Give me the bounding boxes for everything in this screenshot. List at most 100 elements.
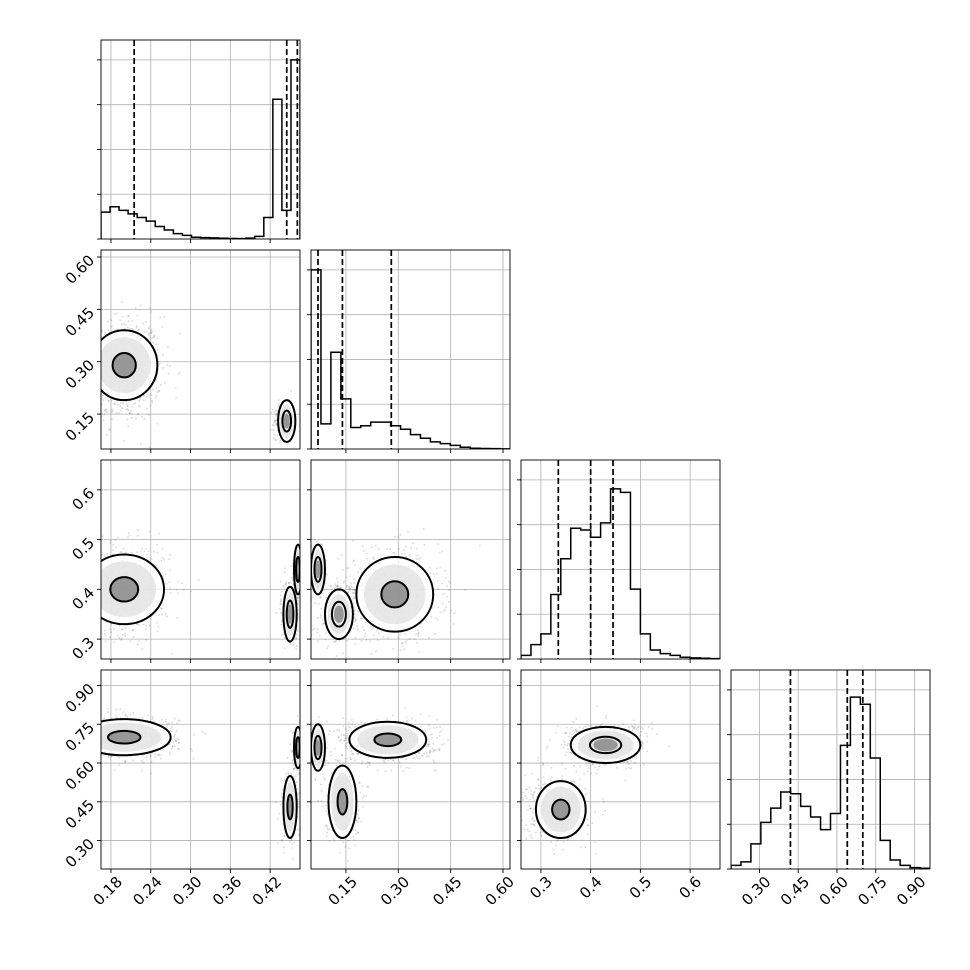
scatter-point <box>113 640 116 643</box>
scatter-point <box>147 714 150 717</box>
scatter-point <box>94 745 96 747</box>
scatter-point <box>290 751 293 754</box>
scatter-point <box>141 769 144 772</box>
scatter-point <box>418 557 421 560</box>
scatter-point <box>114 402 117 405</box>
scatter-point <box>371 627 374 630</box>
scatter-point <box>81 393 83 395</box>
scatter-point <box>67 732 69 734</box>
scatter-point <box>370 625 372 628</box>
scatter-point <box>175 397 178 400</box>
scatter-point <box>96 756 98 758</box>
scatter-point <box>109 541 112 544</box>
scatter-point <box>121 301 123 304</box>
scatter-point <box>99 385 101 387</box>
scatter-point <box>90 571 92 573</box>
y-tick-label: 0.5 <box>68 534 98 564</box>
scatter-point <box>447 738 450 741</box>
scatter-point <box>408 554 411 557</box>
scatter-point <box>129 713 132 716</box>
scatter-point <box>400 632 403 635</box>
scatter-point <box>77 391 79 393</box>
scatter-point <box>137 404 140 407</box>
scatter-point <box>119 405 122 407</box>
scatter-point <box>357 571 359 573</box>
contour-inner <box>380 580 410 609</box>
scatter-point <box>110 410 113 413</box>
scatter-point <box>300 751 302 753</box>
scatter-point <box>143 418 146 420</box>
scatter-point <box>128 534 131 537</box>
scatter-point <box>119 551 122 554</box>
scatter-point <box>311 596 314 599</box>
scatter-point <box>290 576 293 579</box>
scatter-point <box>438 749 441 752</box>
scatter-point <box>60 762 62 764</box>
scatter-point <box>343 734 346 737</box>
scatter-point <box>95 742 97 744</box>
scatter-point <box>99 733 101 735</box>
scatter-point <box>164 381 167 384</box>
scatter-point <box>115 546 118 549</box>
scatter-point <box>143 395 146 397</box>
scatter-point <box>332 640 335 643</box>
scatter-point <box>316 540 319 543</box>
scatter-point <box>435 769 438 772</box>
contour-outer <box>355 556 435 633</box>
scatter-point <box>97 750 99 752</box>
scatter-point <box>71 587 73 589</box>
scatter-point <box>169 730 172 732</box>
scatter-point <box>307 556 309 558</box>
scatter-point <box>436 567 438 570</box>
scatter-point <box>97 383 99 385</box>
scatter-point <box>353 612 356 615</box>
scatter-point <box>149 329 152 332</box>
scatter-point <box>148 306 151 309</box>
scatter-point <box>97 753 99 755</box>
scatter-point <box>137 413 140 416</box>
scatter-point <box>72 575 74 577</box>
scatter-point <box>280 612 283 614</box>
scatter-point <box>96 390 98 392</box>
scatter-point <box>171 745 174 748</box>
scatter-point <box>105 433 108 436</box>
scatter-point <box>439 731 442 734</box>
scatter-point <box>175 588 178 591</box>
scatter-point <box>94 615 96 617</box>
scatter-point <box>88 757 90 759</box>
scatter-point <box>95 719 97 721</box>
scatter-point <box>301 777 303 779</box>
scatter-point <box>357 753 360 756</box>
scatter-point <box>175 740 178 743</box>
scatter-point <box>295 633 298 636</box>
scatter-point <box>274 409 277 412</box>
scatter-point <box>353 597 356 600</box>
scatter-point <box>118 757 121 759</box>
scatter-point <box>98 564 100 566</box>
scatter-point <box>157 625 160 628</box>
scatter-point <box>275 413 278 416</box>
scatter-point <box>372 556 374 559</box>
scatter-point <box>98 728 100 730</box>
scatter-point <box>273 411 276 414</box>
scatter-point <box>105 411 108 414</box>
scatter-point <box>293 841 296 844</box>
scatter-point <box>353 620 356 623</box>
scatter-point <box>170 747 173 750</box>
scatter-point <box>144 628 147 631</box>
scatter-point <box>429 750 432 753</box>
scatter-point <box>111 549 114 552</box>
scatter-point <box>55 630 57 632</box>
scatter-point <box>169 751 171 754</box>
scatter-point <box>166 346 169 348</box>
density-core <box>287 604 293 624</box>
scatter-point <box>301 563 303 565</box>
density-core <box>296 740 300 755</box>
scatter-point <box>354 564 357 566</box>
scatter-point <box>316 628 319 631</box>
scatter-point <box>162 367 165 369</box>
scatter-point <box>93 578 95 580</box>
scatter-point <box>430 733 433 736</box>
scatter-point <box>177 747 180 750</box>
scatter-point <box>302 754 304 756</box>
